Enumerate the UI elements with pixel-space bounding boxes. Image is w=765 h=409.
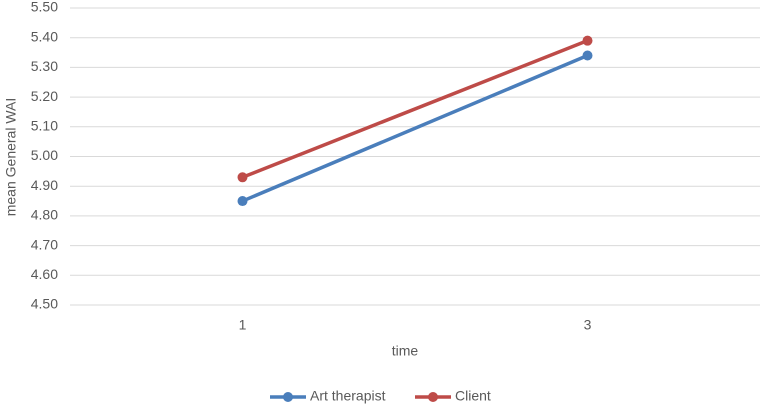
data-point (237, 172, 248, 183)
legend-marker (283, 392, 293, 402)
y-tick-label: 4.60 (31, 266, 58, 282)
y-axis-label: mean General WAI (3, 98, 19, 217)
legend-marker (428, 392, 438, 402)
data-point (582, 35, 593, 46)
x-tick-label: 1 (239, 317, 247, 333)
y-tick-label: 4.80 (31, 207, 58, 223)
y-tick-label: 4.90 (31, 177, 58, 193)
y-tick-label: 5.10 (31, 118, 58, 134)
series-line (241, 53, 589, 203)
y-tick-label: 5.40 (31, 28, 58, 44)
legend-label: Client (455, 388, 491, 404)
legend-label: Art therapist (310, 388, 386, 404)
x-axis-label: time (392, 343, 419, 359)
y-tick-label: 4.70 (31, 236, 58, 252)
series-line (241, 39, 589, 179)
y-tick-label: 4.50 (31, 296, 58, 312)
y-tick-label: 5.30 (31, 58, 58, 74)
data-point (237, 196, 248, 207)
y-tick-label: 5.00 (31, 147, 58, 163)
y-tick-label: 5.50 (31, 0, 58, 15)
data-point (582, 50, 593, 61)
x-tick-label: 3 (584, 317, 592, 333)
y-tick-label: 5.20 (31, 88, 58, 104)
